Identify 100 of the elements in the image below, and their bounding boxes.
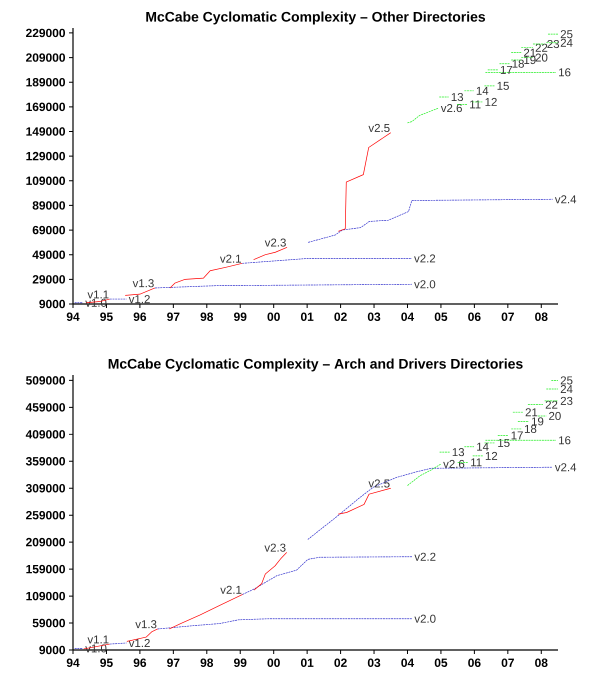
- series-label: 20: [536, 54, 548, 62]
- x-tick-label: 05: [434, 312, 448, 321]
- series-label: v1.2: [128, 638, 150, 647]
- x-tick-label: 07: [502, 312, 514, 321]
- series-label: v1.3: [132, 279, 154, 288]
- x-tick-label: 95: [100, 312, 113, 321]
- series-label: 19: [532, 417, 544, 426]
- y-tick-label: 459000: [26, 403, 66, 412]
- y-tick-label: 109000: [26, 176, 66, 186]
- x-tick-label: 08: [535, 658, 548, 667]
- series-label: 12: [486, 452, 498, 460]
- series-label: 21: [526, 408, 538, 416]
- series-label: 25: [560, 376, 572, 384]
- x-tick-label: 01: [300, 312, 314, 321]
- series-label: 11: [471, 458, 482, 466]
- x-tick-label: 94: [66, 312, 80, 321]
- series-label: 20: [549, 412, 561, 420]
- y-tick-label: 69000: [32, 226, 66, 234]
- y-tick-label: 509000: [26, 376, 66, 385]
- x-tick-label: 08: [535, 312, 548, 321]
- series-label: v2.2: [414, 552, 436, 561]
- x-tick-label: 06: [468, 658, 481, 667]
- series-label: 25: [560, 30, 572, 38]
- series-label: 23: [560, 396, 572, 405]
- series-label: 18: [524, 424, 536, 433]
- x-tick-label: 95: [100, 658, 113, 667]
- series-label: 18: [512, 60, 524, 68]
- x-tick-label: 97: [167, 658, 180, 667]
- y-tick-label: 49000: [32, 250, 66, 259]
- x-tick-label: 03: [368, 312, 380, 321]
- series-label: 21: [524, 48, 536, 57]
- y-tick-label: 9000: [39, 646, 66, 654]
- series-label: 13: [452, 92, 464, 102]
- x-tick-label: 98: [200, 658, 214, 667]
- series-label: 14: [476, 86, 488, 95]
- y-tick-label: 149000: [26, 127, 66, 136]
- series-label: 16: [559, 68, 570, 76]
- x-tick-label: 96: [134, 312, 146, 321]
- series-label: 12: [485, 98, 497, 106]
- y-tick-label: 359000: [26, 457, 66, 466]
- x-tick-label: 04: [401, 312, 414, 321]
- y-tick-label: 129000: [26, 152, 66, 160]
- x-tick-label: 99: [234, 312, 246, 321]
- x-tick-label: 04: [401, 658, 414, 667]
- series-label: v2.4: [554, 463, 576, 472]
- x-tick-label: 00: [268, 312, 280, 321]
- y-tick-label: 209000: [26, 53, 66, 62]
- series-label: v2.6: [443, 460, 464, 468]
- series-label: v1.1: [87, 290, 109, 298]
- series-label: 24: [560, 38, 573, 47]
- series-label: v2.6: [440, 104, 462, 112]
- y-tick-label: 159000: [26, 564, 66, 574]
- x-tick-label: 94: [66, 658, 80, 667]
- series-label: 14: [477, 442, 489, 451]
- series-label: v2.5: [368, 124, 390, 132]
- y-tick-label: 89000: [32, 201, 66, 210]
- chart-title: McCabe Cyclomatic Complexity – Arch and Drivers Directories: [108, 358, 523, 372]
- x-tick-label: 01: [300, 658, 314, 667]
- x-tick-label: 02: [334, 312, 347, 321]
- y-tick-label: 409000: [26, 430, 66, 439]
- series-label: v2.1: [220, 254, 241, 263]
- series-label: v2.4: [554, 195, 576, 204]
- series-label: 17: [512, 431, 523, 440]
- y-tick-label: 169000: [26, 102, 66, 112]
- chart-title: McCabe Cyclomatic Complexity – Other Directories: [146, 11, 486, 24]
- series-label: 15: [498, 82, 509, 90]
- x-tick-label: 97: [167, 312, 180, 321]
- series-label: 13: [452, 448, 464, 456]
- series-label: v1.3: [135, 620, 156, 628]
- series-label: v2.2: [414, 254, 436, 262]
- x-tick-label: 05: [434, 658, 448, 667]
- x-tick-label: 00: [268, 658, 280, 667]
- x-tick-label: 96: [134, 658, 146, 667]
- x-tick-label: 03: [368, 658, 380, 667]
- series-label: v2.0: [414, 280, 436, 288]
- series-label: 24: [560, 385, 573, 394]
- series-label: v1.2: [128, 295, 150, 304]
- series-label: v2.1: [220, 586, 242, 594]
- y-tick-label: 9000: [39, 300, 66, 308]
- series-label: v2.0: [414, 614, 436, 623]
- series-label: 22: [546, 400, 558, 409]
- x-tick-label: 06: [468, 312, 481, 321]
- y-tick-label: 109000: [26, 592, 66, 600]
- series-label: 16: [559, 436, 570, 444]
- y-tick-label: 189000: [26, 78, 66, 86]
- x-tick-label: 98: [200, 312, 214, 321]
- x-tick-label: 07: [502, 658, 514, 667]
- y-tick-label: 309000: [26, 484, 66, 492]
- y-tick-label: 29000: [32, 275, 66, 284]
- y-tick-label: 259000: [26, 510, 66, 520]
- series-label: v2.3: [264, 238, 286, 247]
- series-label: 11: [470, 100, 481, 108]
- x-tick-label: 99: [234, 658, 246, 667]
- y-tick-label: 59000: [32, 618, 66, 628]
- series-label: 22: [536, 44, 548, 52]
- series-label: v2.3: [264, 544, 286, 552]
- y-tick-label: 209000: [26, 538, 66, 546]
- series-label: v1.1: [87, 635, 109, 644]
- x-tick-label: 02: [334, 658, 347, 667]
- series-label: 15: [498, 438, 510, 447]
